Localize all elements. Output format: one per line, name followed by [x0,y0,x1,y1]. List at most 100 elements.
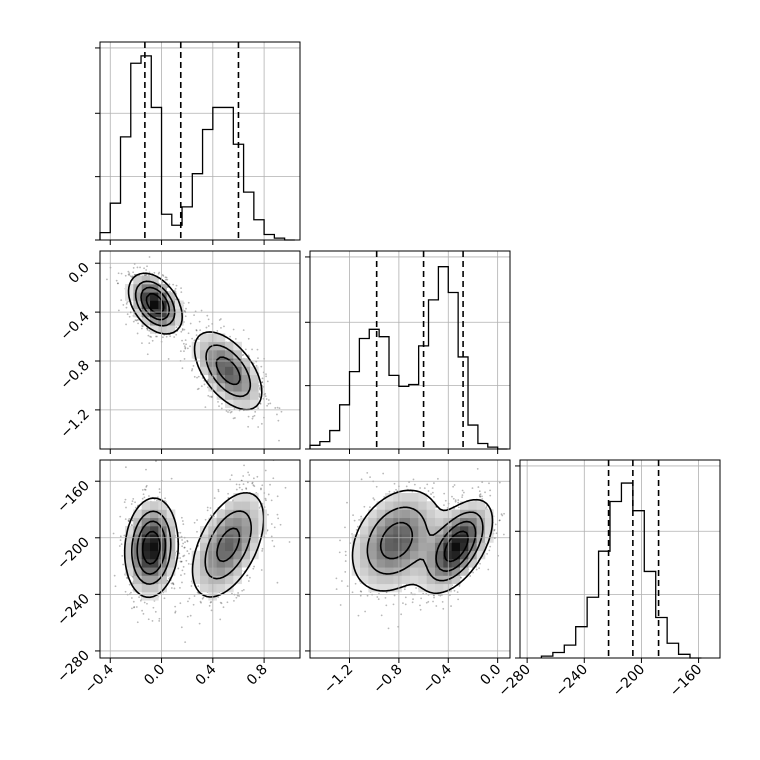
scatter-point [242,329,245,332]
scatter-point [247,337,250,340]
scatter-point [366,594,369,597]
scatter-point [162,336,164,339]
scatter-point [198,320,201,323]
scatter-point [259,402,262,405]
scatter-point [247,580,250,582]
scatter-point [136,332,139,335]
scatter-point [183,358,186,360]
scatter-point [433,596,435,599]
scatter-point [217,490,220,493]
density-cell [241,559,251,568]
scatter-point [189,345,191,348]
scatter-point [393,482,396,485]
scatter-point [167,358,170,360]
scatter-point [188,552,190,555]
density-cell [200,350,209,359]
scatter-point [260,569,263,571]
scatter-point [173,289,176,292]
scatter-point [220,602,223,605]
scatter-point [229,335,231,338]
scatter-point [453,484,456,486]
scatter-point [233,407,236,410]
scatter-point [116,282,119,285]
scatter-point [197,387,200,390]
scatter-point [278,407,281,410]
scatter-point [209,507,212,509]
scatter-point [133,606,135,609]
scatter-point [164,276,167,279]
scatter-point [270,499,273,502]
density-cell [191,575,201,585]
scatter-point [206,314,209,317]
scatter-point [217,488,220,491]
scatter-point [177,567,180,570]
scatter-point [184,346,187,349]
scatter-point [234,417,236,419]
scatter-point [175,326,178,329]
histogram-panel-1 [95,41,301,245]
x-tick-label: 0.4 [193,661,220,688]
density-cell [225,517,234,527]
scatter-point [158,488,161,490]
scatter-point [146,353,149,356]
scatter-point [242,353,245,356]
scatter-point [265,373,267,375]
scatter-point [242,483,245,486]
scatter-point [118,545,121,547]
scatter-point [423,487,426,490]
scatter-point [255,364,258,367]
scatter-point [148,256,151,258]
density-cell [150,317,159,326]
density-shading [125,275,259,409]
density-cell [158,317,167,326]
scatter-point [136,621,139,624]
scatter-point [261,377,264,380]
scatter-point [145,468,147,471]
scatter-point [137,322,139,325]
scatter-point [132,497,135,500]
density-cell [241,526,251,535]
scatter-point [230,410,233,413]
scatter-point [127,270,130,273]
scatter-point [181,339,183,342]
scatter-point [125,323,127,326]
density-cell [133,275,142,285]
scatter-point [207,325,210,327]
density-cell [250,517,259,527]
density-cell [200,366,209,376]
scatter-point [132,320,135,323]
density-cell [225,575,234,585]
density-cell [191,559,201,568]
scatter-point [186,615,189,618]
scatter-point [252,567,255,570]
scatter-point [244,348,247,351]
density-cell [166,300,176,310]
scatter-point [273,545,276,548]
density-cell [233,550,242,560]
density-cell [150,509,159,519]
scatter-point [192,364,195,367]
density-cell [200,542,209,552]
scatter-point [196,530,198,533]
scatter-point [184,339,187,342]
scatter-point [133,273,136,276]
scatter-point [358,518,360,521]
scatter-point [180,287,182,290]
scatter-point [184,541,186,544]
density-cell [158,534,167,543]
density-cell [216,583,226,593]
density-cell [241,517,251,527]
scatter-point [126,301,129,304]
density-cell [225,391,234,400]
scatter-point [146,328,149,331]
scatter-point [269,402,272,405]
scatter-point [180,516,183,519]
density-cell [225,358,234,367]
density-cell [150,526,159,535]
density-cell [191,350,201,359]
histogram-step-line [540,482,702,659]
scatter-point [432,495,435,498]
x-tick-label: −200 [610,662,649,701]
scatter-point [144,274,147,276]
